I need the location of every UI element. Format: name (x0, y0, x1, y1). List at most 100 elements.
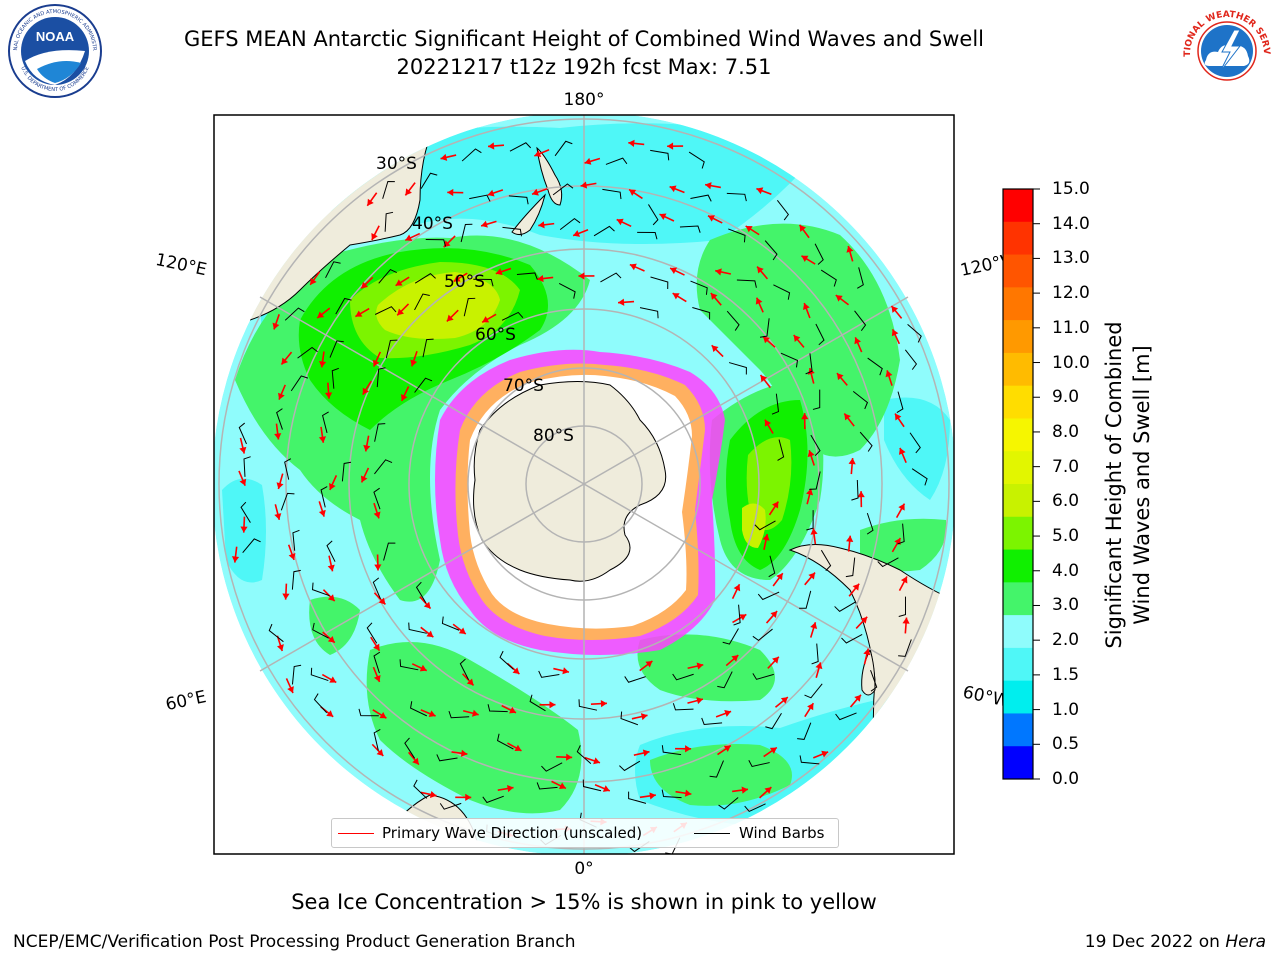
wind-barb (554, 140, 573, 157)
wave-arrow-head (776, 573, 783, 581)
wave-arrow-head (772, 501, 779, 509)
wave-arrow-head (405, 188, 412, 196)
wave-arrow-head (429, 790, 437, 799)
wave-arrow-head (764, 787, 772, 794)
wave-arrow-head (410, 359, 418, 367)
wind-barb (558, 283, 576, 299)
colorbar-bin (1003, 385, 1033, 419)
wind-barb (718, 797, 739, 810)
wind-barb (690, 194, 712, 202)
wave-arrow-head (760, 375, 768, 382)
wind-barb (834, 601, 856, 612)
wind-barb (728, 362, 747, 375)
map-legend: Primary Wave Direction (unscaled) Wind B… (331, 818, 839, 848)
wind-barb (744, 803, 766, 813)
wind-barb (284, 307, 305, 321)
wind-barb (383, 542, 396, 561)
wave-arrow-head (618, 298, 625, 306)
wind-barb (469, 194, 491, 202)
colorbar-bin (1003, 680, 1033, 714)
wind-barb (672, 673, 694, 681)
wave-arrow-head (326, 710, 334, 717)
wind-barb (242, 538, 261, 553)
wave-arrow-head (488, 142, 495, 150)
colorbar-bin (1003, 451, 1033, 485)
wind-barb (329, 340, 344, 358)
wind-barb (373, 487, 381, 510)
colorbar-tick-label: 13.0 (1052, 248, 1090, 269)
lat-label-80s: 80°S (533, 426, 574, 446)
wind-barb (582, 779, 602, 792)
wind-barb (313, 693, 328, 714)
colorbar-tick-label: 0.5 (1052, 734, 1080, 755)
wind-barb (845, 557, 856, 578)
wind-barb (600, 272, 622, 283)
wave-arrow-head (288, 552, 296, 560)
wind-barb (240, 501, 251, 523)
wave-arrow-head (507, 784, 514, 793)
wave-arrow-head (755, 297, 763, 305)
wind-barb (701, 717, 723, 726)
wind-barb (341, 461, 352, 482)
wind-barb (624, 676, 646, 683)
wave-arrow-head (282, 593, 290, 600)
wind-barb (639, 307, 659, 319)
wave-arrow-head (327, 594, 335, 602)
wave-arrow-head (447, 188, 454, 197)
wave-arrow-head (274, 513, 282, 520)
wave-arrow-head (534, 150, 542, 157)
wave-arrow-head (287, 686, 294, 694)
wind-barb (812, 389, 821, 410)
colorbar-bin (1003, 221, 1033, 256)
colorbar-tick-label: 14.0 (1052, 213, 1090, 234)
wind-barb (688, 151, 705, 169)
wind-barb (728, 228, 746, 243)
wind-barb (335, 297, 352, 315)
colorbar-tick-label: 5.0 (1052, 526, 1080, 547)
wave-arrow-head (645, 660, 653, 668)
wave-arrow-head (715, 268, 722, 276)
colorbar-bin (1003, 320, 1033, 354)
wave-arrow-head (276, 644, 284, 651)
footer-date: 19 Dec 2022 on Hera (1085, 932, 1266, 952)
wave-arrow-head (854, 337, 862, 345)
wave-arrow-head (274, 433, 282, 440)
wave-arrow-head (898, 503, 905, 511)
colorbar-tick-label: 7.0 (1052, 456, 1080, 477)
wave-arrow-head (667, 142, 674, 150)
wind-barb (372, 577, 381, 599)
wind-barb (320, 486, 328, 508)
wave-arrow-head (629, 189, 637, 196)
noaa-logo: NOAA NATIONAL OCEANIC AND ATMOSPHERIC AD… (7, 3, 102, 98)
wind-barb (331, 367, 339, 389)
wind-barb (805, 353, 813, 375)
wave-arrow-head (419, 664, 427, 672)
colorbar-tick-label: 11.0 (1052, 317, 1090, 338)
wave-arrow-head (724, 710, 732, 717)
wind-barb (854, 310, 867, 331)
wind-barb (552, 183, 574, 196)
wave-arrow-head (707, 215, 715, 222)
wave-arrow-head (806, 488, 814, 496)
wave-arrow-head (739, 614, 747, 621)
wind-barb (757, 591, 780, 601)
wave-arrow-head (324, 392, 333, 399)
wave-arrow-head (846, 535, 854, 542)
wave-arrow-head (440, 153, 448, 161)
wind-barb (637, 231, 658, 240)
wave-arrow-head (318, 436, 327, 443)
wind-barb (414, 293, 430, 311)
wind-barb (733, 604, 741, 626)
wind-barb (776, 199, 789, 221)
wave-arrow-head (891, 329, 899, 337)
colorbar-tick-label: 2.0 (1052, 630, 1080, 651)
wave-arrow-head (514, 744, 522, 752)
wind-barb (814, 243, 824, 265)
wave-arrow-head (512, 667, 520, 675)
colorbar-tick-label: 6.0 (1052, 491, 1080, 512)
wave-arrow-head (696, 697, 703, 705)
wind-barb (867, 357, 883, 376)
wind-barb (810, 434, 821, 457)
wave-arrow-head (278, 392, 285, 400)
wind-barb (620, 711, 639, 726)
